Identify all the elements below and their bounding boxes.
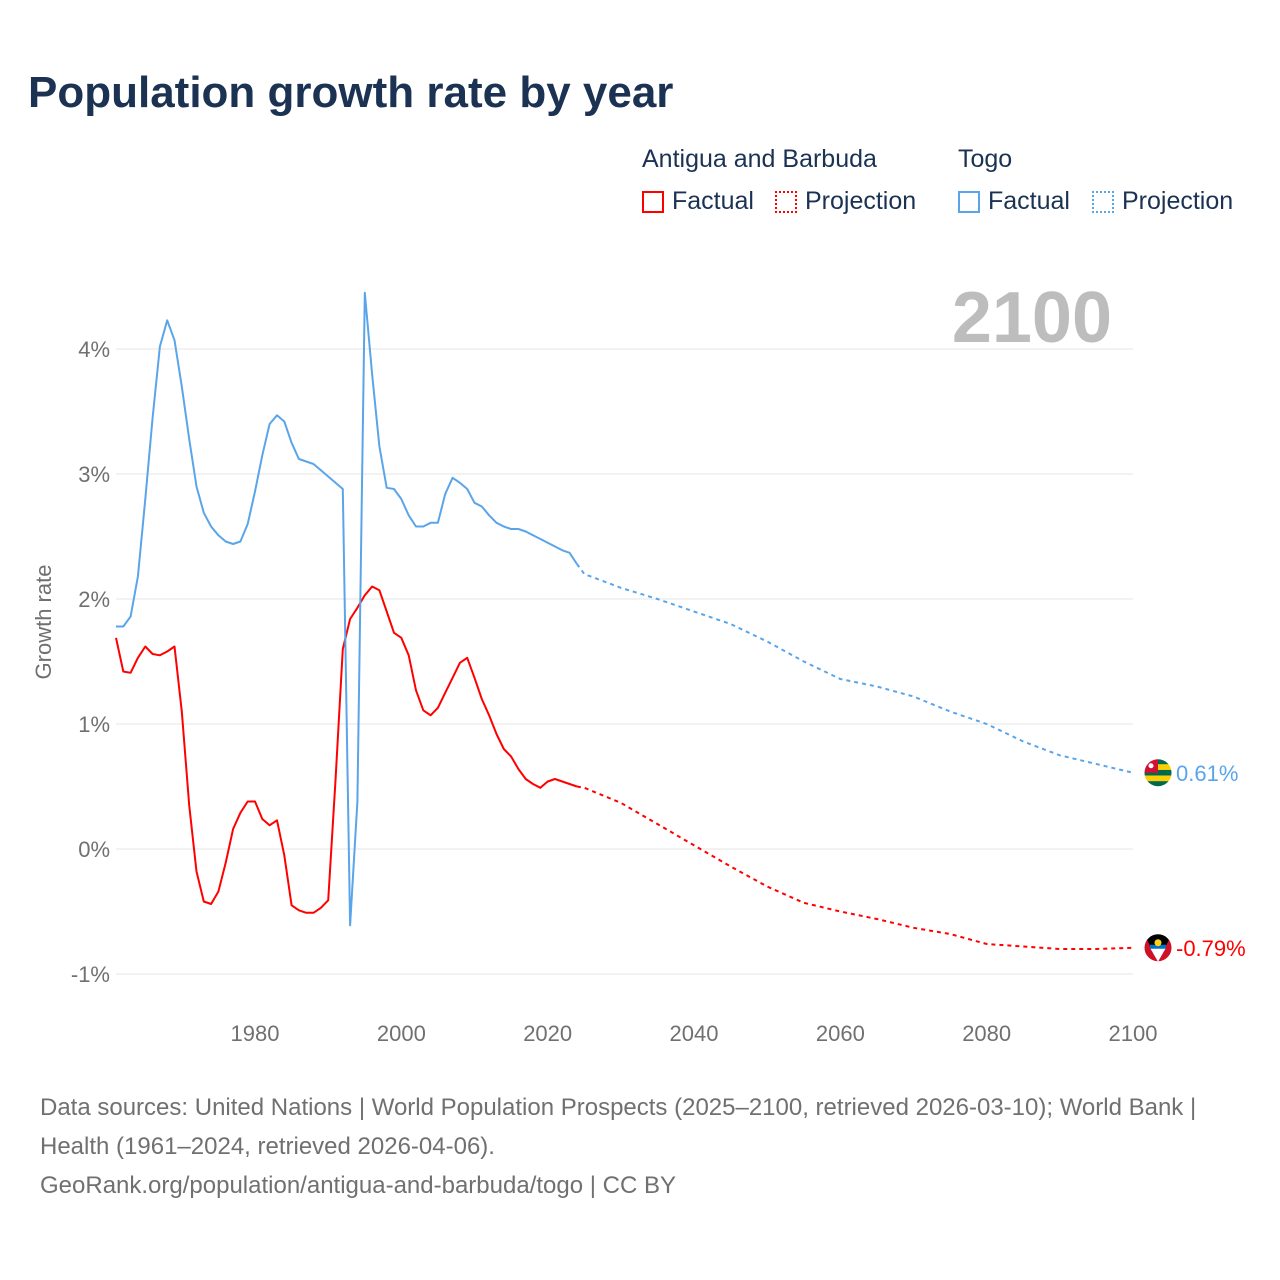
- source-link[interactable]: GeoRank.org/population/antigua-and-barbu…: [40, 1172, 676, 1199]
- legend-togo-factual[interactable]: Factual: [958, 187, 1070, 216]
- flag-body: [1144, 758, 1172, 787]
- solid-swatch-icon: [958, 190, 980, 213]
- flag-ring: [1143, 758, 1173, 788]
- x-tick-label: 2100: [1109, 1021, 1158, 1046]
- togo-factual-line: [116, 291, 578, 927]
- y-tick-label: 1%: [78, 712, 110, 737]
- legend-label: Factual: [672, 187, 754, 215]
- flag-ring: [1143, 933, 1173, 963]
- y-tick-label: 0%: [78, 837, 110, 862]
- legend-label: Projection: [1122, 187, 1234, 215]
- footer: Data sources: United Nations | World Pop…: [40, 1088, 1240, 1205]
- antigua-and-barbuda-projection-line: [576, 785, 1134, 950]
- y-tick-label: 3%: [78, 462, 110, 487]
- legend-label: Factual: [988, 187, 1070, 215]
- legend-antigua-projection[interactable]: Projection: [775, 187, 916, 216]
- legend-label: Projection: [805, 187, 917, 215]
- togo-end-label: 0.61%: [1176, 761, 1238, 786]
- y-tick-label: 2%: [78, 587, 110, 612]
- x-tick-label: 1980: [231, 1021, 280, 1046]
- legend-group-antigua: Antigua and Barbuda: [642, 145, 877, 173]
- x-tick-label: 2040: [670, 1021, 719, 1046]
- y-tick-label: -1%: [71, 962, 110, 987]
- legend-group-togo: Togo: [958, 145, 1013, 173]
- x-tick-label: 2000: [377, 1021, 426, 1046]
- x-tick-label: 2080: [962, 1021, 1011, 1046]
- flag-stripe: [1144, 775, 1172, 782]
- y-axis-label: Growth rate: [31, 565, 56, 680]
- togo-projection-line: [576, 563, 1134, 774]
- antigua-and-barbuda-end-label: -0.79%: [1176, 936, 1246, 961]
- togo-flag-icon: [1143, 758, 1173, 788]
- antigua-and-barbuda-factual-line: [115, 585, 578, 914]
- year-watermark: 2100: [952, 278, 1112, 358]
- x-tick-label: 2060: [816, 1021, 865, 1046]
- y-tick-label: 4%: [78, 337, 110, 362]
- flag-body: [1144, 933, 1172, 962]
- antigua-and-barbuda-flag-icon: [1143, 933, 1173, 963]
- x-tick-label: 2020: [523, 1021, 572, 1046]
- page-title: Population growth rate by year: [28, 68, 674, 117]
- data-sources: Data sources: United Nations | World Pop…: [40, 1094, 1197, 1160]
- flag-star: [1148, 763, 1154, 769]
- dotted-swatch-icon: [1092, 190, 1114, 213]
- flag-blue: [1150, 944, 1166, 949]
- flag-stripe: [1144, 781, 1172, 787]
- legend-togo-projection[interactable]: Projection: [1092, 187, 1233, 216]
- flag-sun: [1154, 939, 1162, 947]
- flag-white: [1150, 947, 1166, 962]
- legend-antigua-factual[interactable]: Factual: [642, 187, 754, 216]
- solid-swatch-icon: [642, 190, 664, 213]
- dotted-swatch-icon: [775, 190, 797, 213]
